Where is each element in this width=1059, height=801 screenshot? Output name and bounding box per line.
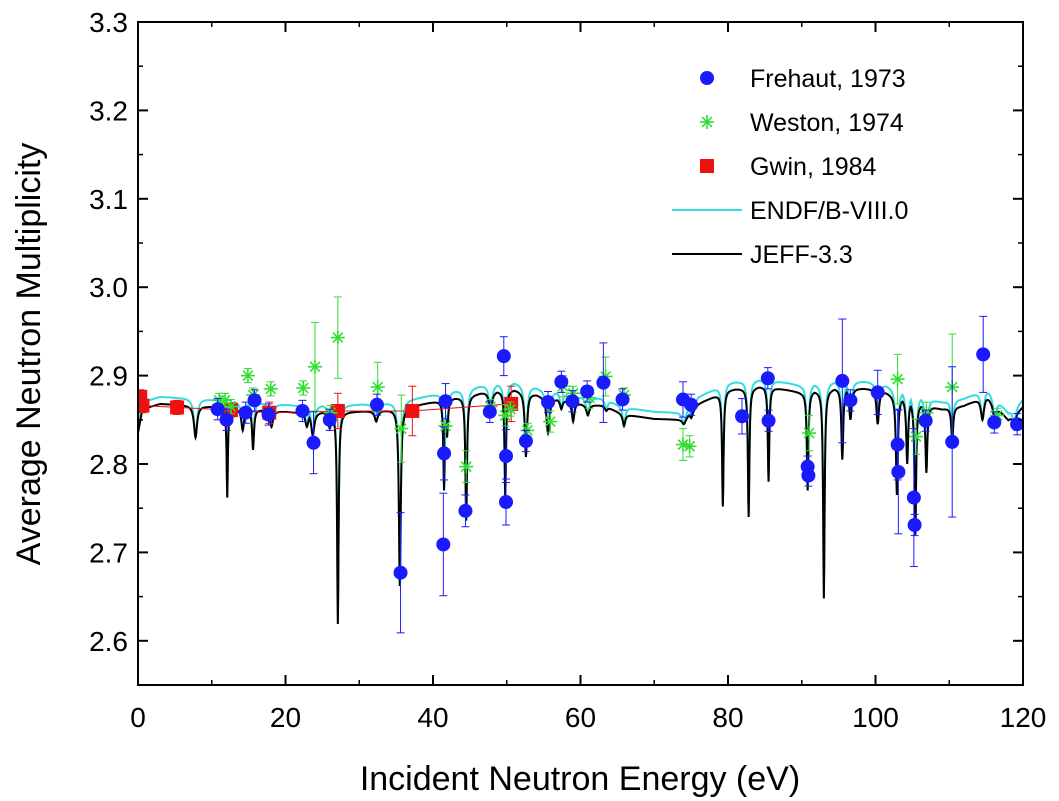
frehaut-1973-point [496,336,511,377]
frehaut-1973-point [870,369,885,415]
weston-1974-point [370,361,385,413]
frehaut-1973-point [596,342,611,423]
frehaut-1973-point [482,400,497,423]
frehaut-1973-point [393,512,408,634]
weston-1974-series [212,296,1005,484]
weston-1974-point [503,401,518,417]
frehaut-1973-point [1010,413,1023,436]
x-tick-label: 100 [852,702,899,733]
weston-1974-point [890,353,905,405]
legend-label: JEFF-3.3 [750,241,853,269]
frehaut-1973-point [369,393,384,416]
plot-area [138,296,1023,634]
frehaut-1973-point [518,429,533,453]
frehaut-1973-point [580,380,595,403]
weston-1974-point [459,450,474,484]
frehaut-1973-point [565,390,580,413]
frehaut-1973-series [210,315,1023,634]
weston-1974-point [682,435,697,458]
frehaut-1973-point [499,478,514,526]
frehaut-1973-point [976,315,991,393]
y-tick-label: 3.3 [89,7,128,38]
frehaut-1973-point [458,494,473,528]
legend-swatch [700,159,714,173]
frehaut-1973-point [306,411,321,475]
frehaut-1973-point [684,393,699,416]
frehaut-1973-point [541,391,556,414]
legend-item: Frehaut, 1973 [700,65,906,93]
y-tick-label: 3.2 [89,95,128,126]
y-tick-label: 2.8 [89,449,128,480]
y-tick-label: 2.7 [89,537,128,568]
x-tick-label: 60 [565,702,596,733]
legend: Frehaut, 1973 Weston, 1974 Gwin, 1984 ENDF/… [672,65,908,269]
legend-label: Gwin, 1984 [750,153,877,181]
weston-1974-point [223,398,238,415]
axes: 0 20 40 60 80 100 120 2.6 2.7 2.8 2.9 3.0 3.1 3.2 3.3 [89,7,1046,733]
frehaut-1973-point [261,403,276,426]
x-tick-label: 80 [712,702,743,733]
frehaut-1973-point [247,389,262,412]
frehaut-1973-point [437,426,452,481]
frehaut-1973-point [835,318,850,444]
frehaut-1973-point [761,409,776,432]
weston-1974-point [394,394,409,463]
legend-swatch [700,115,714,129]
frehaut-1973-point [987,411,1002,434]
x-tick-label: 0 [130,702,146,733]
frehaut-1973-point [615,388,630,411]
legend-item: Weston, 1974 [700,109,904,137]
weston-1974-point [543,410,558,433]
legend-item: JEFF-3.3 [672,241,853,269]
frehaut-1973-point [295,399,310,423]
y-tick-label: 2.9 [89,361,128,392]
plot-content [138,296,1023,634]
y-tick-label: 3.0 [89,272,128,303]
legend-item: Gwin, 1984 [700,153,877,181]
legend-label: ENDF/B-VIII.0 [750,197,908,225]
x-axis-title: Incident Neutron Energy (eV) [360,760,800,798]
frehaut-1973-point [891,409,906,535]
weston-1974-point [240,368,255,384]
x-tick-label: 120 [1000,702,1047,733]
legend-label: Frehaut, 1973 [750,65,906,93]
frehaut-1973-point [945,366,960,518]
frehaut-1973-point [436,492,451,597]
weston-1974-point [308,322,322,412]
frehaut-1973-point [499,429,514,484]
legend-item: ENDF/B-VIII.0 [672,197,908,225]
x-tick-label: 20 [270,702,301,733]
frehaut-1973-point [210,398,225,421]
frehaut-1973-point [554,370,569,393]
x-tick-label: 40 [417,702,448,733]
frehaut-1973-point [907,513,922,537]
frehaut-1973-point [906,428,921,568]
weston-1974-point [802,414,817,452]
y-axis-title: Average Neutron Multiplicity [10,143,48,566]
legend-label: Weston, 1974 [750,109,904,137]
weston-1974-point [218,392,233,408]
frehaut-1973-point [676,381,691,418]
frehaut-1973-point [322,408,337,431]
frehaut-1973-point [219,408,234,431]
frehaut-1973-point [438,383,453,420]
weston-1974-point [330,296,345,379]
y-tick-label: 2.6 [89,626,128,657]
weston-1974-point [296,380,311,396]
frehaut-1973-point [760,367,775,390]
frehaut-1973-point [843,389,858,412]
legend-swatch [700,71,714,85]
weston-1974-point [909,418,924,455]
frehaut-1973-point [801,464,816,487]
frehaut-1973-point [918,409,933,432]
weston-1974-point [263,381,278,397]
frehaut-1973-point [735,398,750,435]
y-tick-label: 3.1 [89,184,128,215]
